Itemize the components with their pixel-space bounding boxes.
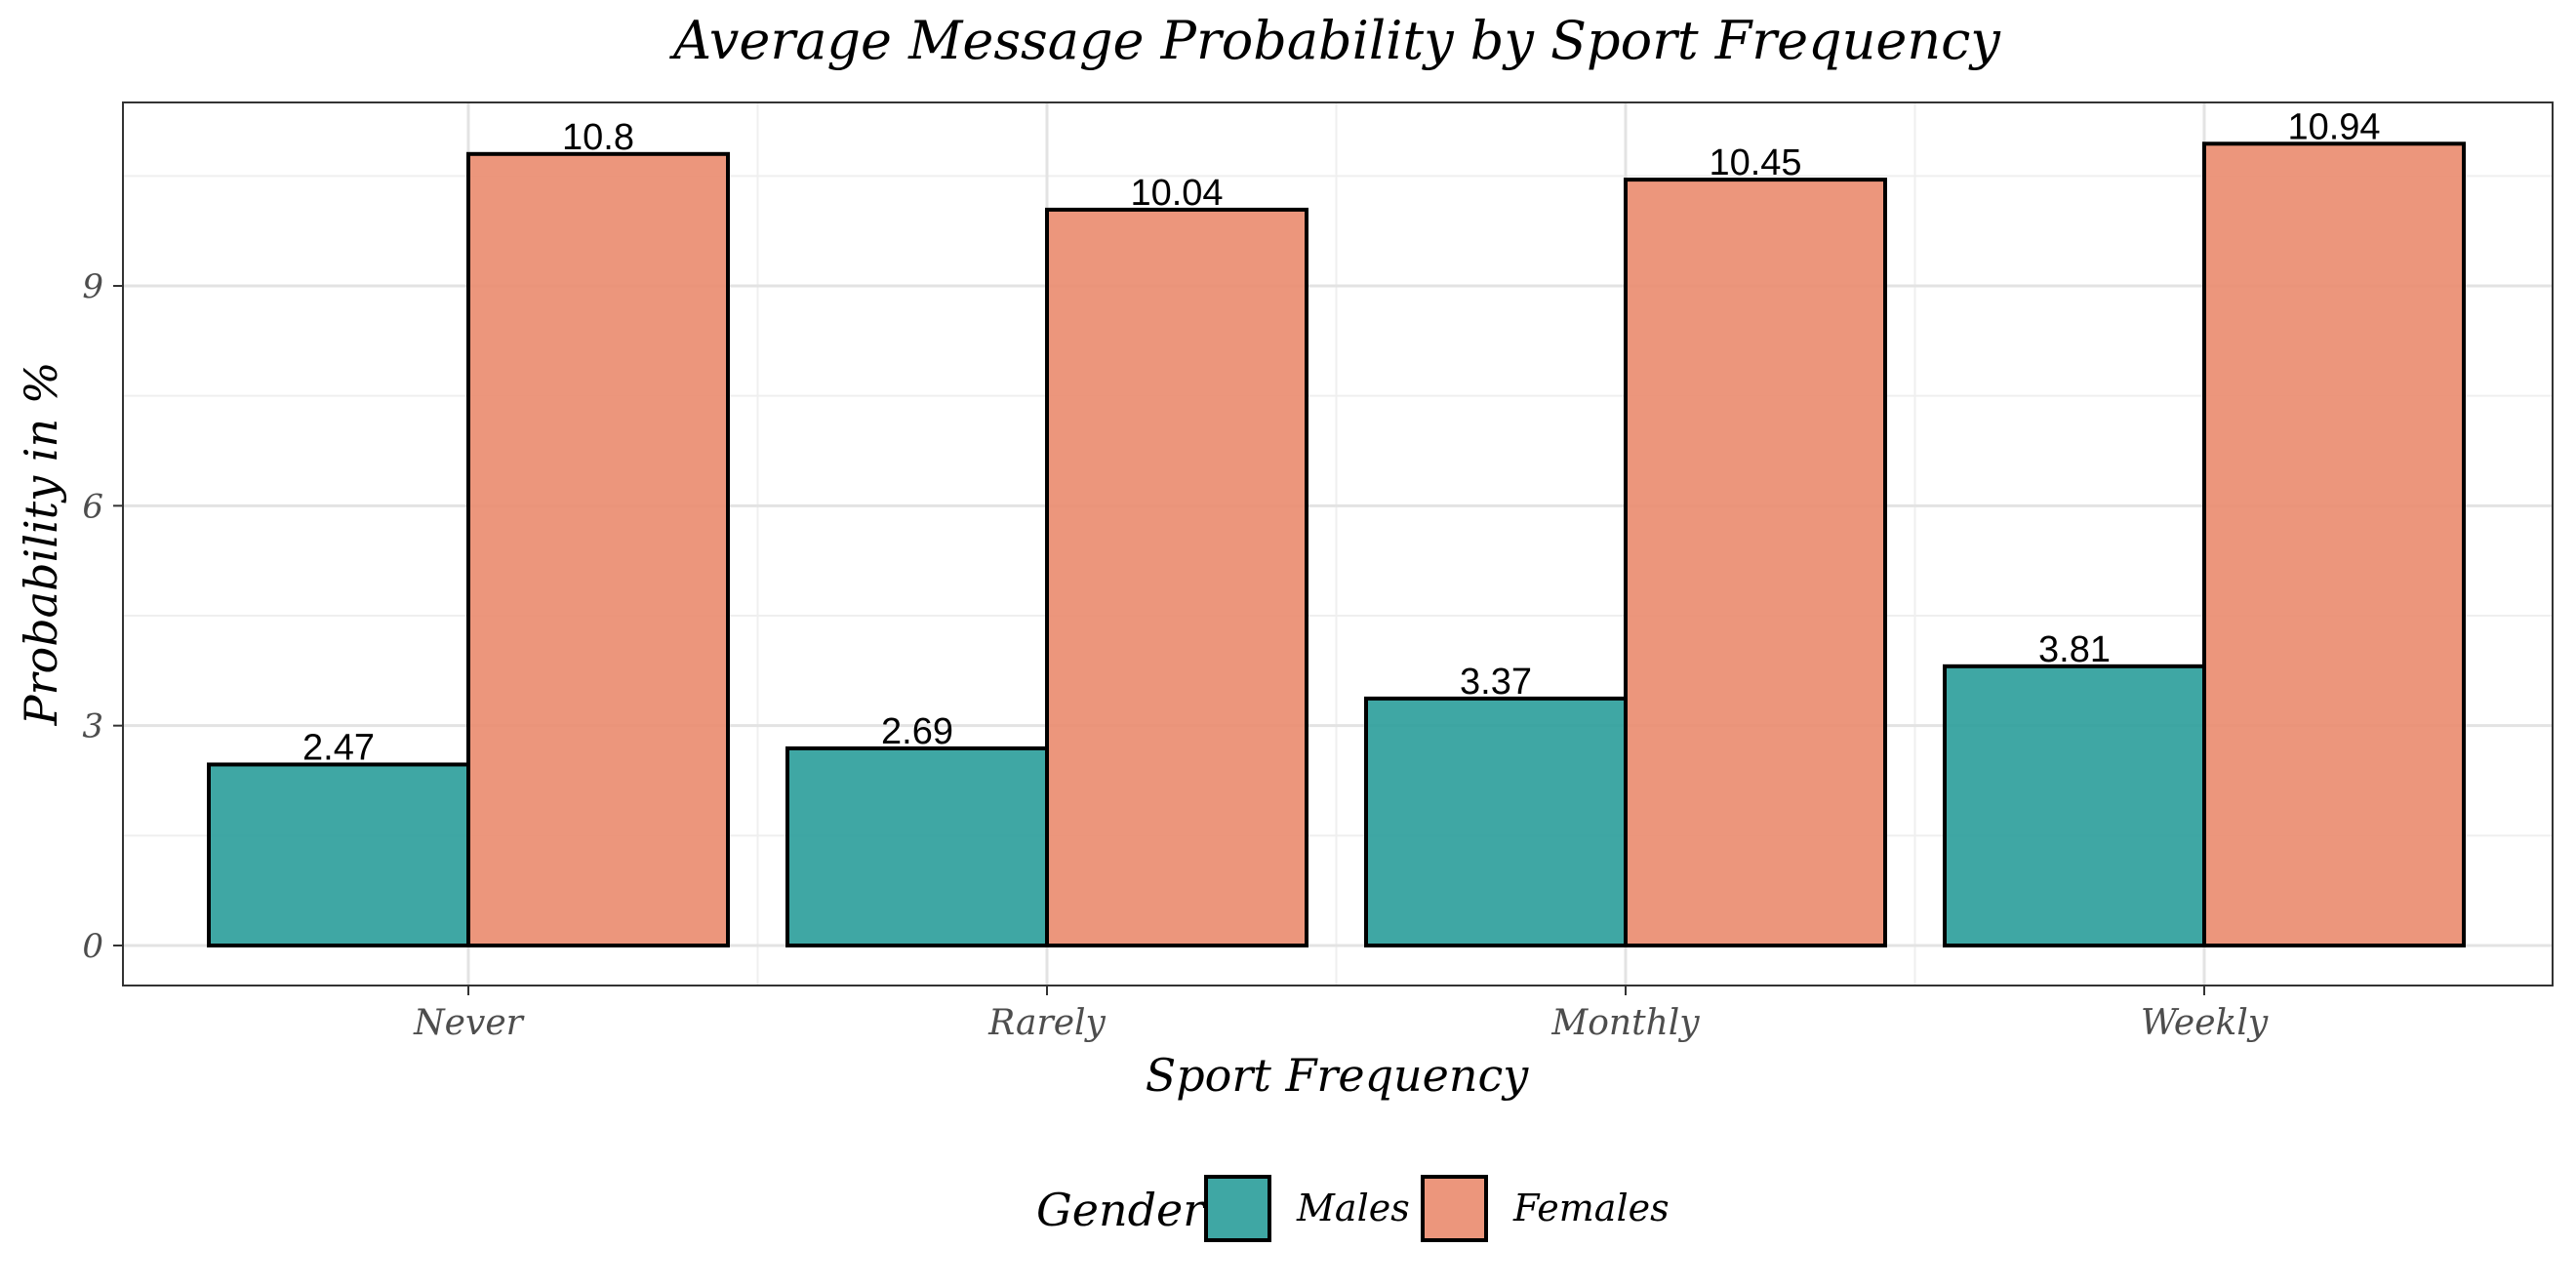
data-label-females-monthly: 10.45 [1709, 142, 1801, 183]
y-axis: 0 3 6 9 [82, 267, 123, 966]
y-tick-label: 0 [82, 927, 103, 966]
bar-females-weekly [2202, 141, 2466, 948]
x-tick-label-rarely: Rarely [987, 1003, 1106, 1043]
bar-males-never [207, 762, 470, 948]
y-tick-label: 9 [82, 267, 103, 306]
x-axis-title: Sport Frequency [1146, 1049, 1530, 1102]
legend-label-females: Females [1512, 1187, 1670, 1229]
data-label-males-monthly: 3.37 [1460, 662, 1532, 703]
data-label-males-rarely: 2.69 [881, 711, 953, 752]
legend-swatch-females [1421, 1175, 1488, 1242]
bar-females-monthly [1624, 178, 1887, 948]
data-label-males-never: 2.47 [302, 727, 375, 768]
legend-swatch-males [1204, 1175, 1271, 1242]
bar-females-never [466, 151, 730, 948]
x-tick-label-monthly: Monthly [1550, 1003, 1700, 1043]
bar-males-weekly [1943, 664, 2206, 947]
y-tick-label: 3 [82, 707, 103, 746]
y-axis-title: Probability in % [15, 362, 67, 727]
x-axis: Never Rarely Monthly Weekly [413, 986, 2269, 1043]
bar-males-monthly [1364, 696, 1628, 947]
y-tick-label: 6 [82, 487, 103, 526]
data-label-males-weekly: 3.81 [2038, 629, 2111, 670]
legend-title: Gender [1036, 1184, 1207, 1236]
bar-females-rarely [1045, 207, 1308, 947]
x-tick-label-weekly: Weekly [2141, 1003, 2269, 1043]
legend: Gender Males Females [1036, 1175, 1670, 1242]
x-tick-label-never: Never [413, 1003, 524, 1043]
legend-label-males: Males [1296, 1187, 1410, 1229]
data-label-females-never: 10.8 [562, 117, 634, 158]
data-label-females-rarely: 10.04 [1130, 173, 1223, 214]
chart-title: Average Message Probability by Sport Fre… [668, 10, 2001, 71]
bar-labels: 2.47 2.69 3.37 3.81 10.8 10.04 10.45 10.94 [302, 106, 2381, 768]
plot-panel-border [122, 101, 2554, 986]
bar-males-rarely [785, 745, 1049, 947]
bars [207, 141, 2466, 948]
data-label-females-weekly: 10.94 [2287, 106, 2380, 147]
